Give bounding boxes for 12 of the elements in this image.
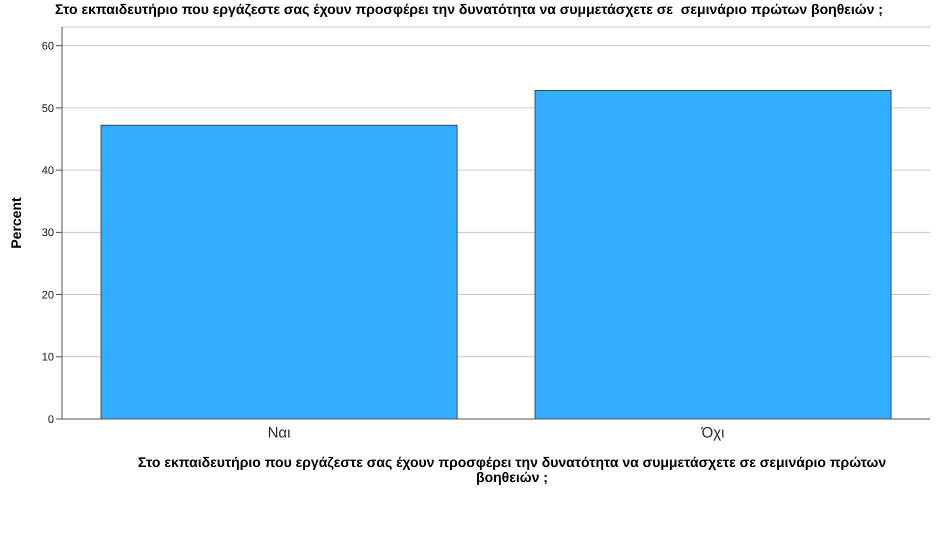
y-tick-label: 60 (42, 40, 54, 53)
y-tick-label: 50 (42, 102, 54, 115)
y-tick-label: 30 (42, 227, 54, 240)
chart-title: Στο εκπαιδευτήριο που εργάζεστε σας έχουν προσφέρει την δυνατότητα να συμμετάσχετε σε σεμινάριο πρώτων βοηθειών ; (54, 1, 884, 17)
y-tick-label: 40 (42, 165, 54, 178)
x-axis-title: Στο εκπαιδευτήριο που εργάζεστε σας έχουν προσφέρει την δυνατότητα να συμμετάσχετε σε σεμινάριο πρώτων βοηθειών ; (136, 454, 888, 485)
y-tick-label: 10 (42, 352, 54, 364)
y-axis-title: Percent (8, 196, 24, 249)
y-tick-label: 0 (48, 414, 54, 426)
x-tick-label: Ναι (268, 424, 290, 442)
y-tick-label: 20 (42, 289, 54, 302)
x-tick-label: Όχι (700, 424, 724, 442)
